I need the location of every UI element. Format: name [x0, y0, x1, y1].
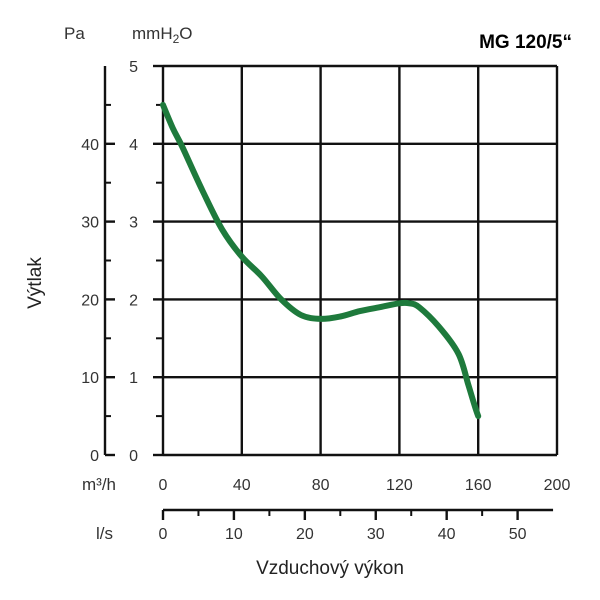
y-axis-label: Výtlak — [25, 257, 46, 309]
x-tick-label-m3h-3: 120 — [386, 477, 413, 494]
mm-tick-label-4: 4 — [129, 137, 138, 154]
series-curves — [160, 101, 482, 420]
x-tick-label-ls-1: 10 — [225, 526, 243, 543]
mm-tick-label-2: 2 — [129, 292, 138, 309]
series-line-0 — [160, 101, 482, 420]
x-tick-label-ls-5: 50 — [509, 526, 527, 543]
x-tick-label-ls-3: 30 — [367, 526, 385, 543]
pa-tick-label-4: 40 — [81, 137, 99, 154]
x-tick-label-m3h-1: 40 — [233, 477, 251, 494]
x-tick-label-ls-4: 40 — [438, 526, 456, 543]
x-tick-label-m3h-5: 200 — [544, 477, 571, 494]
x-tick-label-m3h-4: 160 — [465, 477, 492, 494]
x-tick-label-ls-0: 0 — [159, 526, 168, 543]
pa-tick-label-3: 30 — [81, 215, 99, 232]
y-unit-mmh2o: mmH2O — [132, 24, 193, 46]
mm-tick-label-0: 0 — [129, 448, 138, 465]
pa-tick-label-2: 20 — [81, 292, 99, 309]
mm-tick-label-5: 5 — [129, 59, 138, 76]
mm-tick-label-3: 3 — [129, 215, 138, 232]
y-unit-mmh2o-suffix: O — [179, 24, 192, 43]
axes — [103, 64, 554, 520]
y-unit-mmh2o-prefix: mmH — [132, 24, 173, 43]
chart-title: MG 120/5“ — [479, 32, 572, 53]
x-tick-label-ls-2: 20 — [296, 526, 314, 543]
pa-tick-label-0: 0 — [90, 448, 99, 465]
y-unit-pa: Pa — [64, 24, 85, 43]
x-tick-label-m3h-2: 80 — [312, 477, 330, 494]
x-tick-label-m3h-0: 0 — [159, 477, 168, 494]
x-axis-label: Vzduchový výkon — [256, 558, 404, 579]
mm-tick-label-1: 1 — [129, 370, 138, 387]
x-unit-m3h: m³/h — [82, 475, 116, 494]
y-unit-mmh2o-sub: 2 — [173, 32, 180, 46]
grid-lines — [161, 64, 559, 457]
pa-tick-label-1: 10 — [81, 370, 99, 387]
x-unit-ls: l/s — [96, 524, 113, 543]
